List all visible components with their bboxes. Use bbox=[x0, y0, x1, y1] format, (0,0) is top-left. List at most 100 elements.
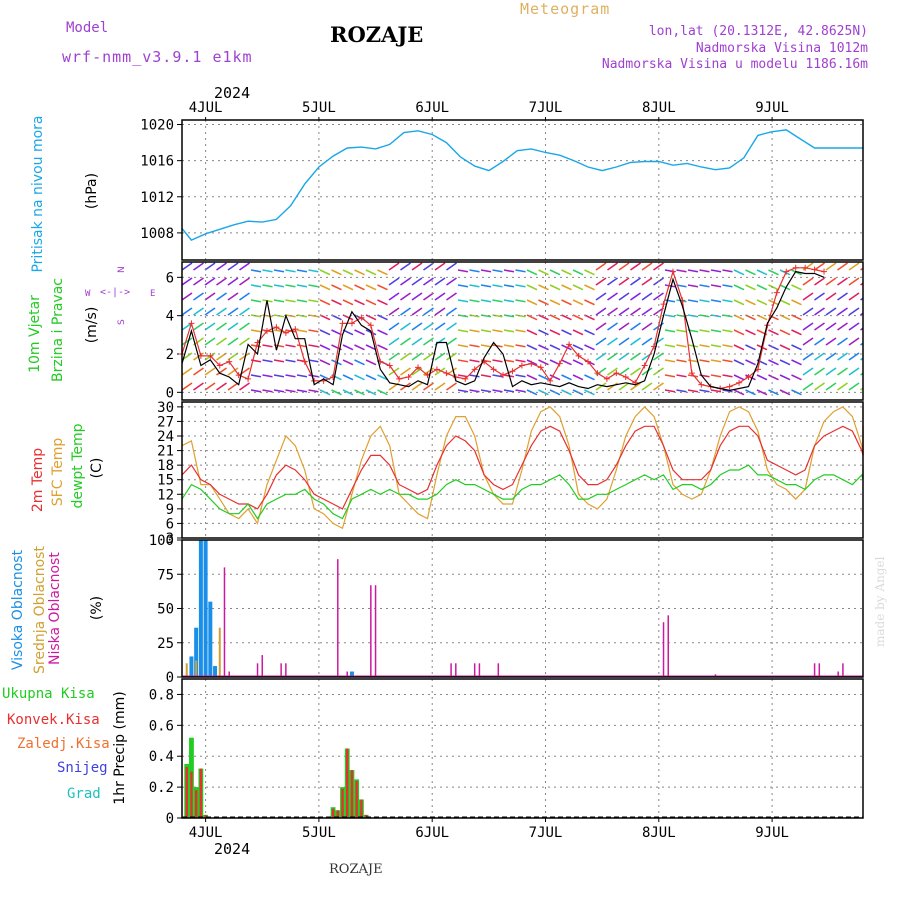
wind-barb bbox=[837, 352, 848, 361]
wind-barb bbox=[423, 352, 434, 361]
gust-marker bbox=[207, 352, 214, 359]
wind-barb bbox=[814, 382, 825, 391]
wind-barb bbox=[250, 299, 262, 303]
wind-barb bbox=[848, 382, 860, 391]
wind-barb bbox=[756, 374, 768, 381]
wind-barb bbox=[515, 389, 526, 393]
wind-barb bbox=[423, 292, 434, 301]
wind-barb bbox=[630, 337, 641, 346]
wind-barb bbox=[377, 374, 388, 381]
gust-marker bbox=[245, 375, 252, 382]
temp-frame bbox=[181, 401, 864, 539]
wind-barb bbox=[814, 322, 825, 331]
wind-barb bbox=[733, 299, 745, 306]
gust-marker bbox=[216, 362, 223, 369]
wind-barb bbox=[446, 352, 457, 361]
cloud_low-bar bbox=[370, 585, 372, 677]
wind-barb bbox=[400, 307, 411, 316]
wind-barb bbox=[722, 329, 733, 333]
wind-barb bbox=[733, 269, 745, 276]
wind-barb bbox=[204, 307, 216, 316]
gust-marker bbox=[698, 381, 705, 388]
wind-barb bbox=[618, 337, 630, 346]
compass-w: W bbox=[85, 289, 91, 299]
wind-barb bbox=[400, 367, 411, 376]
wind-barb bbox=[607, 337, 618, 346]
cloud-tick-label: 25 bbox=[157, 636, 174, 652]
wind-barb bbox=[860, 387, 863, 391]
wind-barb bbox=[710, 329, 722, 333]
wind-barb bbox=[469, 359, 480, 363]
pressure-tick-label: 1016 bbox=[140, 154, 174, 170]
wind-barb bbox=[354, 344, 365, 351]
wind-tick-label: 6 bbox=[166, 270, 174, 286]
wind-barb bbox=[377, 344, 388, 351]
cloud_high-bar bbox=[349, 671, 354, 677]
wind-barb bbox=[676, 359, 687, 363]
wind-barb bbox=[676, 329, 687, 333]
wind-barb bbox=[480, 374, 492, 378]
cloud_high-bar bbox=[198, 540, 203, 677]
temp-tick-label: 6 bbox=[166, 516, 174, 532]
wind-barb bbox=[768, 344, 779, 351]
gust-marker bbox=[773, 289, 780, 296]
wind-barb bbox=[561, 344, 572, 351]
wind-barb bbox=[354, 359, 365, 366]
wind-barb bbox=[423, 262, 434, 271]
gust-marker bbox=[226, 358, 233, 365]
wind-barb bbox=[756, 299, 768, 306]
wind-tick-label: 4 bbox=[166, 309, 174, 325]
gust-marker bbox=[433, 366, 440, 373]
wind-barb bbox=[480, 299, 492, 303]
wind-barb bbox=[825, 292, 837, 301]
wind-barb bbox=[848, 367, 860, 376]
wind-barb bbox=[572, 299, 584, 306]
gust-marker bbox=[367, 322, 374, 329]
gust-marker bbox=[821, 268, 828, 275]
wind-barb bbox=[457, 269, 469, 273]
wind-barb bbox=[664, 374, 676, 378]
wind-barb bbox=[779, 359, 791, 366]
wind-barb bbox=[814, 262, 825, 271]
wind-barb bbox=[377, 284, 388, 291]
wind-barb bbox=[607, 322, 618, 331]
cloud_high-bar bbox=[213, 666, 218, 677]
wind-barb bbox=[239, 262, 250, 271]
precip-tick-label: 0.2 bbox=[149, 780, 174, 796]
wind-barb bbox=[860, 342, 863, 346]
wind-barb bbox=[676, 299, 687, 303]
wind-barb bbox=[239, 292, 250, 301]
wind-barb bbox=[837, 337, 848, 346]
wind-barb bbox=[423, 337, 434, 346]
cloud_low-bar bbox=[842, 663, 844, 677]
wind-barb bbox=[710, 284, 722, 288]
wind-barb bbox=[216, 337, 227, 346]
wind-barb bbox=[250, 284, 262, 288]
wind-barb bbox=[676, 374, 687, 378]
cloud_low-bar bbox=[256, 663, 259, 677]
wind-barb bbox=[526, 314, 538, 321]
wind-barb bbox=[239, 277, 250, 286]
wind-barb bbox=[584, 389, 595, 396]
gust-marker bbox=[688, 370, 695, 377]
wind-barb bbox=[342, 374, 354, 381]
gust-marker bbox=[386, 362, 393, 369]
wind-barb bbox=[515, 269, 526, 273]
wind-barb bbox=[733, 284, 745, 291]
wind-barb bbox=[745, 344, 756, 351]
cloud_mid-bar bbox=[185, 663, 188, 677]
wind-barb bbox=[285, 284, 296, 288]
wind-barb bbox=[296, 299, 308, 303]
wind-barb bbox=[572, 344, 584, 351]
precip-legend-frz: Zaledj.Kisa bbox=[17, 736, 110, 752]
wind-barb bbox=[722, 359, 733, 363]
year-top: 2024 bbox=[214, 84, 251, 102]
gust-marker bbox=[584, 358, 591, 365]
day-label-top: 8JUL bbox=[642, 100, 676, 116]
wind-barb bbox=[193, 322, 204, 331]
wind-barb bbox=[595, 337, 607, 346]
wind-barb bbox=[492, 374, 503, 378]
precip-conv-bar bbox=[194, 790, 198, 818]
cloud-tick-label: 75 bbox=[157, 567, 174, 583]
